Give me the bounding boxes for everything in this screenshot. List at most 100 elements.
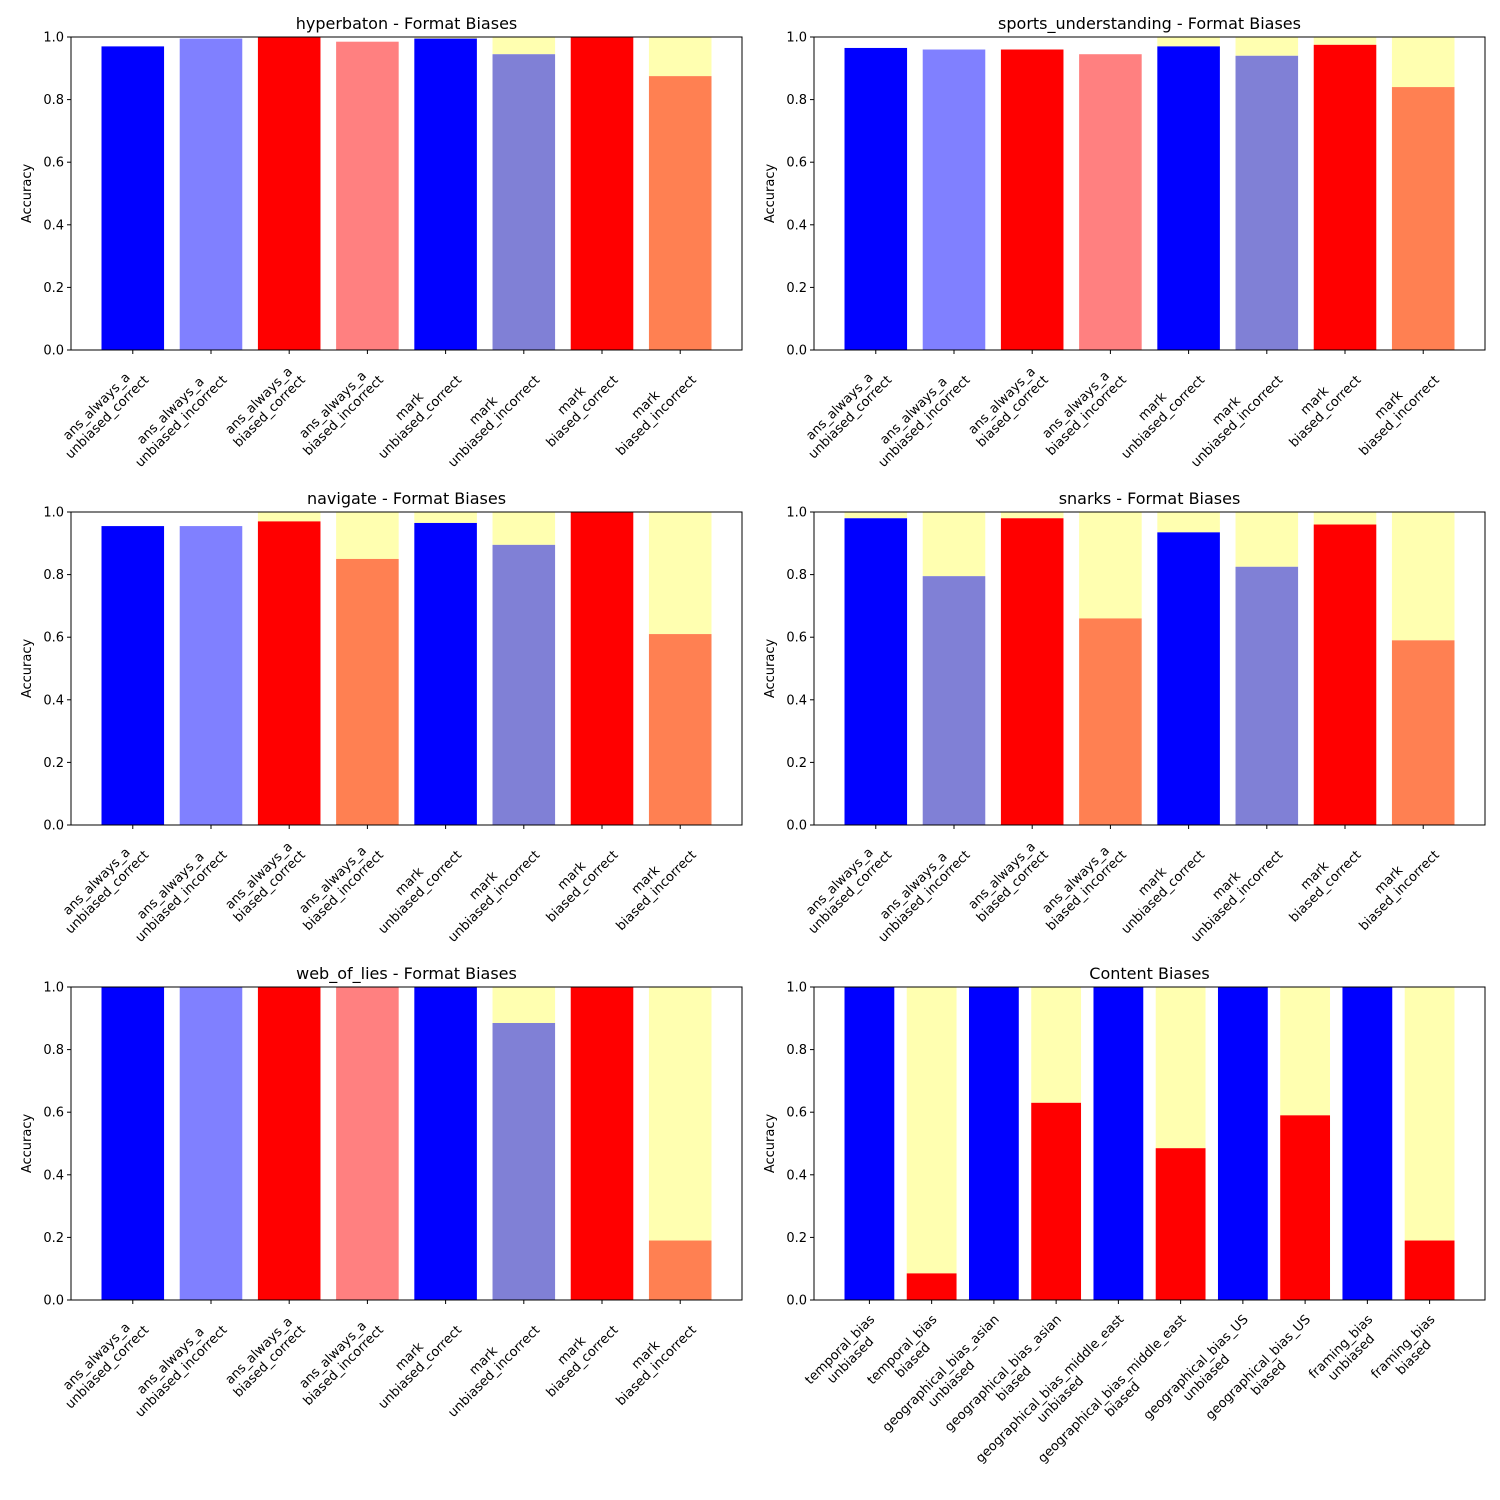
y-tick-label: 0.0: [786, 1294, 807, 1309]
remainder-bar-6: [492, 512, 556, 545]
remainder-bar-5: [1157, 37, 1220, 47]
bar-4: [1031, 1102, 1082, 1300]
x-tick-label: ans_always_abiased_incorrect: [290, 362, 387, 459]
bar-8: [648, 634, 712, 825]
remainder-bar-8: [648, 37, 712, 77]
remainder-bar-1: [844, 512, 908, 519]
bar-3: [257, 521, 321, 825]
remainder-bar-4: [1031, 987, 1082, 1103]
bar-5: [414, 987, 477, 1300]
bar-8: [1280, 1115, 1331, 1300]
y-tick-label: 0.4: [43, 693, 64, 708]
x-tick-label: ans_always_abiased_incorrect: [290, 837, 387, 934]
bar-2: [179, 38, 243, 350]
remainder-bar-6: [492, 37, 556, 55]
y-tick-label: 0.0: [786, 819, 807, 834]
x-tick-label: markbiased_correct: [1276, 837, 1364, 925]
x-tick-label: ans_always_aunbiased_correct: [52, 362, 152, 462]
y-tick-label: 0.8: [786, 1043, 807, 1058]
bar-6: [1235, 55, 1299, 350]
x-tick-label: ans_always_abiased_incorrect: [290, 1312, 387, 1409]
y-tick-label: 0.2: [43, 281, 64, 296]
x-tick-label-line: biased_incorrect: [614, 373, 700, 459]
bar-8: [1391, 87, 1455, 350]
y-tick-label: 0.8: [43, 1043, 64, 1058]
x-tick-label: markbiased_incorrect: [603, 837, 700, 934]
remainder-bar-5: [414, 37, 477, 39]
x-tick-label: markbiased_incorrect: [1346, 837, 1443, 934]
x-tick-label: ans_always_aunbiased_correct: [52, 837, 152, 937]
bar-1: [101, 46, 165, 350]
bar-7: [570, 37, 634, 350]
bar-6: [492, 54, 556, 351]
bar-5: [414, 522, 477, 825]
chart-title: sports_understanding - Format Biases: [998, 14, 1301, 34]
x-tick-label: markbiased_correct: [533, 837, 621, 925]
remainder-bar-6: [1155, 987, 1206, 1149]
x-tick-label: ans_always_abiased_correct: [220, 1312, 308, 1400]
y-tick-label: 0.2: [43, 1231, 64, 1246]
x-tick-label: markbiased_incorrect: [603, 362, 700, 459]
remainder-bar-7: [1313, 512, 1377, 525]
y-tick-label: 0.2: [786, 1231, 807, 1246]
remainder-bar-2: [906, 987, 957, 1274]
remainder-bar-8: [1391, 512, 1455, 641]
bar-6: [492, 1022, 556, 1300]
y-tick-label: 0.4: [786, 218, 807, 233]
y-tick-label: 0.0: [43, 819, 64, 834]
bar-3: [257, 37, 321, 350]
y-tick-label: 0.8: [43, 93, 64, 108]
axes-frame: [70, 36, 743, 351]
axes-frame: [813, 986, 1486, 1301]
x-tick-label: ans_always_abiased_incorrect: [1033, 837, 1130, 934]
x-tick-label-line: unbiased_correct: [1119, 848, 1208, 937]
y-tick-label: 1.0: [43, 981, 64, 996]
bar-8: [648, 76, 712, 350]
subplot-2: 0.0 0.2 0.4 0.6 0.8 1.0 Accuracy sports_underst…: [763, 14, 1486, 471]
bar-6: [1155, 1148, 1206, 1300]
x-tick-label-line: biased_correct: [544, 848, 622, 926]
y-tick-label: 0.6: [786, 156, 807, 171]
x-tick-label: ans_always_abiased_incorrect: [1033, 362, 1130, 459]
remainder-bar-3: [1000, 512, 1064, 519]
remainder-bar-2: [922, 512, 986, 577]
remainder-bar-4: [336, 512, 399, 559]
x-tick-label-line: biased_incorrect: [1357, 848, 1443, 934]
bar-1: [101, 526, 165, 825]
bar-5: [1093, 987, 1144, 1300]
x-tick-label: markbiased_correct: [533, 1312, 621, 1400]
bar-2: [179, 526, 243, 825]
bar-10: [1404, 1240, 1455, 1300]
subplot-3: 0.0 0.2 0.4 0.6 0.8 1.0 Accuracy navigate - For…: [20, 489, 743, 946]
y-axis-label: Accuracy: [763, 164, 778, 224]
x-tick-label-line: biased_incorrect: [614, 1323, 700, 1409]
y-tick-label: 0.8: [43, 568, 64, 583]
x-tick-label: framing_biasunbiased: [1306, 1312, 1387, 1393]
y-axis-label: Accuracy: [763, 1114, 778, 1174]
remainder-bar-5: [1157, 512, 1220, 533]
x-tick-label: ans_always_abiased_correct: [220, 362, 308, 450]
x-tick-label-line: unbiased_correct: [376, 1323, 465, 1412]
y-tick-label: 0.0: [786, 344, 807, 359]
bar-4: [1079, 54, 1142, 351]
y-tick-label: 1.0: [786, 31, 807, 46]
x-tick-label-line: geographical_bias_US: [1141, 1312, 1252, 1423]
axes-frame: [70, 511, 743, 826]
bar-6: [492, 544, 556, 825]
x-tick-label-line: biased_correct: [1287, 848, 1365, 926]
x-tick-label-line: biased_correct: [544, 1323, 622, 1401]
y-tick-label: 0.6: [786, 631, 807, 646]
x-tick-label: ans_always_aunbiased_correct: [795, 362, 895, 462]
bar-3: [1000, 518, 1064, 825]
chart-title: navigate - Format Biases: [307, 489, 506, 508]
bar-1: [844, 47, 908, 351]
y-tick-label: 0.8: [786, 93, 807, 108]
bar-7: [1313, 524, 1377, 825]
bar-5: [1157, 46, 1220, 350]
bar-7: [570, 512, 634, 825]
y-tick-label: 1.0: [43, 506, 64, 521]
bar-8: [648, 1240, 712, 1300]
bar-4: [336, 41, 399, 350]
y-axis-label: Accuracy: [20, 164, 35, 224]
